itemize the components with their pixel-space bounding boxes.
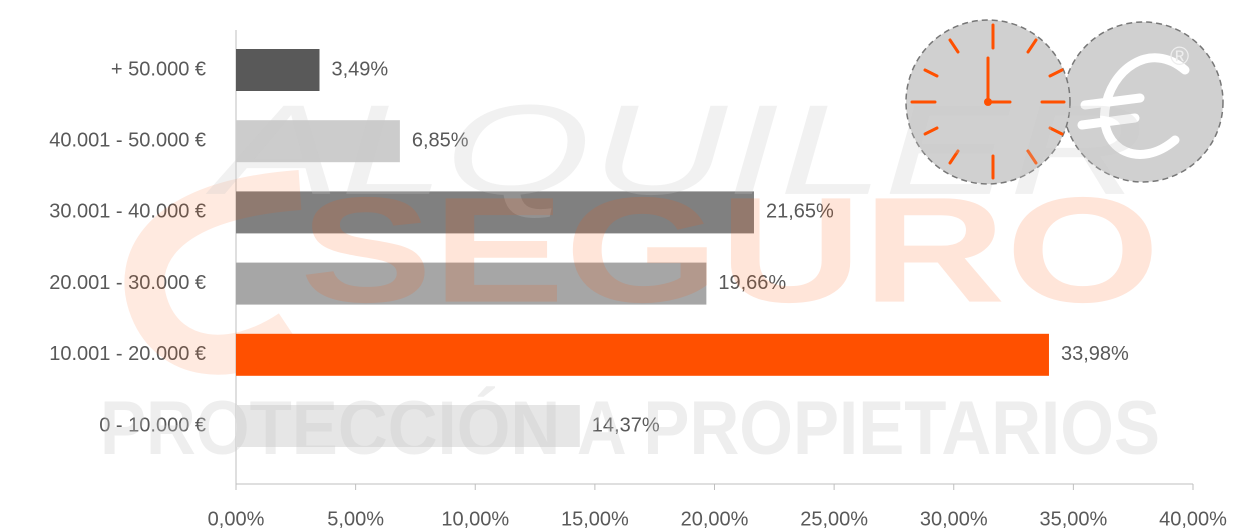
bar	[236, 191, 754, 234]
x-tick-label: 5,00%	[327, 508, 384, 530]
x-tick-label: 40,00%	[1159, 508, 1227, 530]
bar	[236, 333, 1049, 376]
y-tick-label: 30.001 - 40.000 €	[49, 201, 206, 223]
bar	[236, 49, 320, 91]
value-label: 14,37%	[592, 414, 660, 436]
bar	[236, 262, 707, 305]
bar	[236, 120, 400, 163]
value-label: 21,65%	[766, 201, 834, 223]
watermark-text: ALQUILER	[205, 79, 1145, 222]
y-tick-label: 0 - 10.000 €	[99, 414, 206, 436]
y-tick-label: + 50.000 €	[111, 58, 206, 80]
x-tick-label: 30,00%	[920, 508, 988, 530]
value-label: 19,66%	[718, 272, 786, 294]
watermark-text: PROTECCIÓN A PROPIETARIOS	[100, 386, 1160, 471]
value-label: 33,98%	[1061, 343, 1129, 365]
logo: ®	[905, 19, 1224, 185]
y-tick-label: 10.001 - 20.000 €	[49, 343, 206, 365]
watermark-swoosh	[124, 170, 302, 375]
value-label: 6,85%	[412, 129, 469, 151]
value-label: 3,49%	[331, 58, 388, 80]
logo-mark: ®	[1170, 41, 1189, 71]
watermark-text: SEGURO	[300, 166, 1160, 334]
bar	[236, 405, 580, 447]
y-tick-label: 40.001 - 50.000 €	[49, 129, 206, 151]
x-tick-label: 20,00%	[681, 508, 749, 530]
x-tick-label: 15,00%	[561, 508, 629, 530]
y-tick-label: 20.001 - 30.000 €	[49, 272, 206, 294]
x-tick-label: 35,00%	[1039, 508, 1107, 530]
x-tick-label: 10,00%	[441, 508, 509, 530]
x-tick-label: 0,00%	[208, 508, 265, 530]
x-tick-label: 25,00%	[800, 508, 868, 530]
